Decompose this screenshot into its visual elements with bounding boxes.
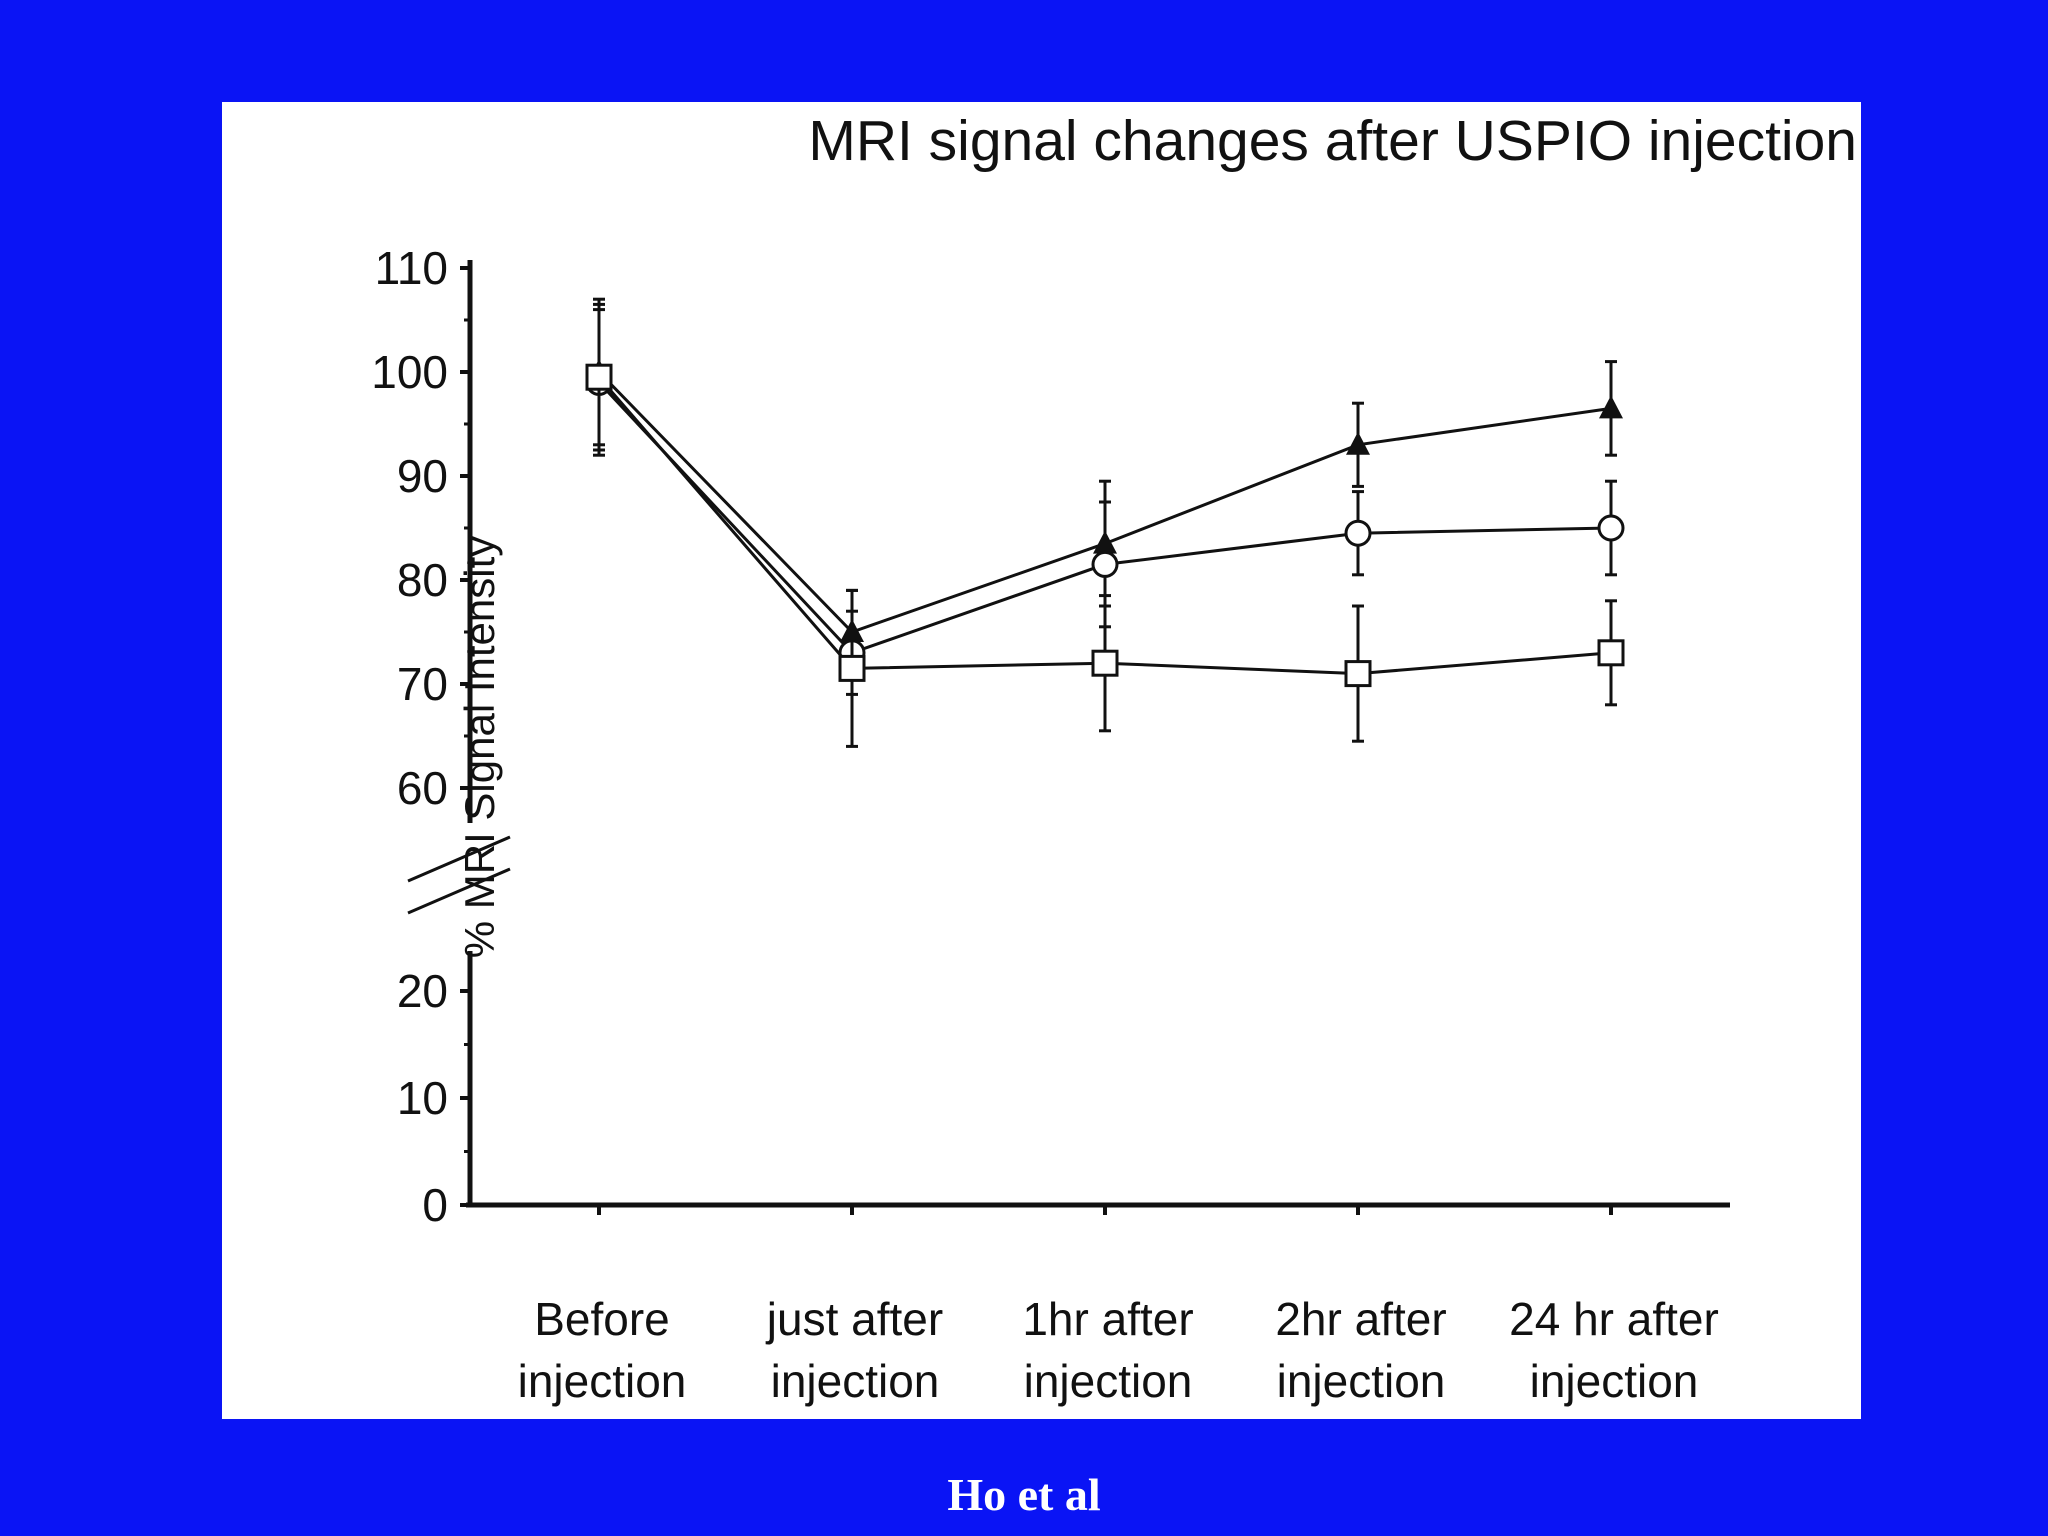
x-tick-label: Before injection [518, 1293, 687, 1407]
data-point-circle [1597, 514, 1625, 542]
y-tick-label: 10 [397, 1072, 448, 1124]
axis-break-mark [407, 835, 511, 883]
y-tick-label: 80 [397, 554, 448, 606]
data-point-square [1091, 649, 1119, 677]
y-tick-label: 100 [371, 346, 448, 398]
x-tick-label: 24 hr after injection [1509, 1293, 1719, 1407]
data-point-square [1597, 639, 1625, 667]
data-point-circle [1344, 519, 1372, 547]
data-point-square [1344, 660, 1372, 688]
data-point-square [838, 654, 866, 682]
figure-panel: MRI signal changes after USPIO injection… [222, 102, 1861, 1419]
y-tick-label: 90 [397, 450, 448, 502]
y-tick-label: 60 [397, 762, 448, 814]
x-tick-label: 2hr after injection [1275, 1293, 1446, 1407]
y-tick-label: 70 [397, 658, 448, 710]
data-point-square [585, 363, 613, 391]
credit-text: Ho et al [947, 1469, 1101, 1520]
x-tick-label: just after injection [765, 1293, 943, 1407]
data-point-triangle [1346, 431, 1370, 455]
chart-title: MRI signal changes after USPIO injection [808, 109, 1857, 173]
axis-break-mark [407, 867, 511, 915]
y-tick-label: 20 [397, 965, 448, 1017]
y-tick-label: 0 [422, 1179, 448, 1231]
data-point-circle [1091, 550, 1119, 578]
line-chart: MRI signal changes after USPIO injection… [371, 109, 1857, 1407]
y-tick-label: 110 [375, 242, 448, 294]
y-axis-label: % MRI Signal Intensity [456, 536, 503, 959]
data-point-triangle [1599, 395, 1623, 419]
series-open-square [585, 302, 1625, 748]
x-tick-label: 1hr after injection [1022, 1293, 1193, 1407]
